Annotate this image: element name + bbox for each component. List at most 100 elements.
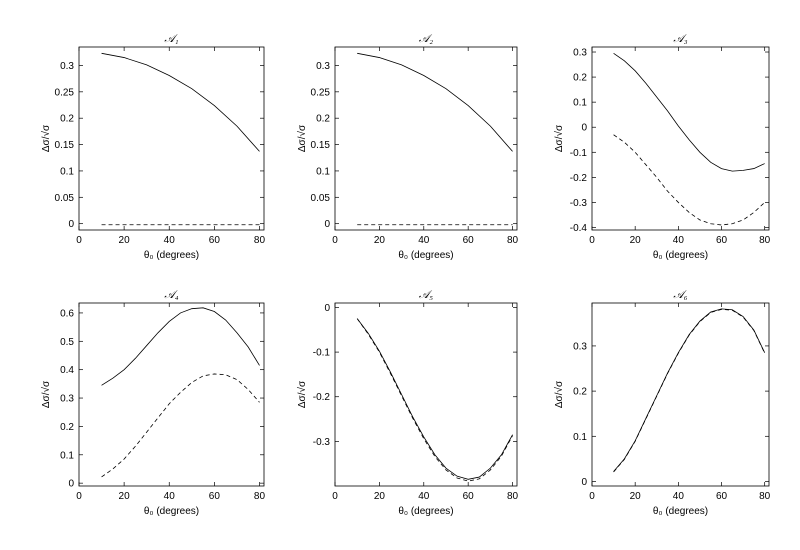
- panel-title: 𝒜₃: [673, 33, 687, 45]
- x-tick-label: 80: [254, 491, 266, 502]
- x-tick-label: 0: [332, 235, 338, 246]
- x-tick-label: 60: [716, 491, 728, 502]
- y-tick-label: 0.2: [573, 387, 587, 398]
- x-axis-label: θ₀ (degrees): [144, 250, 199, 261]
- x-axis-label: θ₀ (degrees): [144, 506, 199, 517]
- x-axis-label: θ₀ (degrees): [398, 506, 453, 517]
- y-tick-label: 0.5: [60, 337, 74, 348]
- x-tick-label: 40: [418, 235, 430, 246]
- y-tick-label: 0: [68, 219, 74, 230]
- y-tick-label: 0.2: [60, 422, 74, 433]
- x-tick-label: 60: [716, 235, 728, 246]
- y-tick-label: 0: [581, 477, 587, 488]
- y-tick-label: 0.3: [60, 394, 74, 405]
- series-line-dashed: [356, 318, 513, 482]
- chart-panel-2: 𝒜₂ 0 20 40 60 80 0 0.05 0.1 0.15 0.2 0.25 0.3 θ₀ (deg…: [296, 33, 519, 261]
- x-tick-label: 0: [76, 491, 82, 502]
- x-tick-label: 20: [374, 491, 386, 502]
- plot-frame: [78, 302, 265, 487]
- y-tick-label: 0.25: [311, 87, 331, 98]
- y-tick-label: 0.3: [316, 61, 330, 72]
- x-tick-label: 40: [673, 491, 685, 502]
- x-tick-label: 40: [673, 235, 685, 246]
- y-tick-label: 0.25: [55, 87, 75, 98]
- y-tick-label: -0.1: [570, 148, 588, 159]
- y-axis-label: Δσ/√σ: [296, 124, 308, 152]
- y-tick-label: 0.1: [573, 98, 587, 109]
- panel-title: 𝒜₄: [164, 289, 178, 301]
- y-tick-label: 0.1: [316, 166, 330, 177]
- x-tick-label: 20: [630, 235, 642, 246]
- y-tick-label: 0.1: [60, 166, 74, 177]
- y-axis-label: Δσ/√σ: [296, 380, 308, 408]
- y-tick-label: 0.05: [311, 193, 331, 204]
- panel-title: 𝒜₆: [673, 289, 687, 301]
- y-tick-label: 0.4: [60, 365, 74, 376]
- chart-panel-5: 𝒜₅ 0 20 40 60 80 -0.3 -0.2 -0.1 0 θ₀ (degrees) Δσ/√…: [296, 289, 519, 517]
- y-tick-label: 0.2: [573, 73, 587, 84]
- panel-title: 𝒜₁: [164, 33, 178, 45]
- y-tick-label: 0: [324, 219, 330, 230]
- series-line-dashed: [101, 373, 260, 478]
- x-axis-label: θ₀ (degrees): [653, 506, 708, 517]
- y-tick-label: 0.3: [573, 341, 587, 352]
- x-tick-label: 80: [507, 235, 519, 246]
- y-tick-label: 0: [581, 123, 587, 134]
- y-tick-label: -0.1: [313, 348, 331, 359]
- x-tick-label: 80: [507, 491, 519, 502]
- x-tick-label: 60: [209, 491, 221, 502]
- x-tick-label: 80: [759, 235, 771, 246]
- chart-panel-3: 𝒜₃ 0 20 40 60 80 -0.4 -0.3 -0.2 -0.1 0 0.1 0.2 0.3 θ₀ …: [553, 33, 771, 261]
- x-tick-label: 20: [119, 491, 131, 502]
- series-line-solid: [613, 308, 766, 472]
- y-tick-label: 0.15: [311, 140, 331, 151]
- x-tick-label: 20: [630, 491, 642, 502]
- y-tick-label: 0.3: [573, 48, 587, 59]
- series-line-solid: [357, 52, 513, 152]
- x-axis-label: θ₀ (degrees): [653, 250, 708, 261]
- series-line-solid: [101, 52, 260, 152]
- y-tick-label: 0.2: [316, 114, 330, 125]
- plot-frame: [78, 46, 265, 231]
- y-tick-label: 0.3: [60, 61, 74, 72]
- series-line-solid: [613, 52, 765, 172]
- x-tick-label: 0: [76, 235, 82, 246]
- x-tick-label: 40: [164, 235, 176, 246]
- y-axis-label: Δσ/√σ: [553, 124, 565, 152]
- y-tick-label: -0.3: [570, 198, 588, 209]
- y-tick-label: 0.1: [573, 432, 587, 443]
- panel-title: 𝒜₂: [419, 33, 433, 45]
- x-tick-label: 80: [254, 235, 266, 246]
- y-tick-label: 0.1: [60, 450, 74, 461]
- y-axis-label: Δσ/√σ: [553, 380, 565, 408]
- y-tick-label: 0: [324, 303, 330, 314]
- x-tick-label: 80: [759, 491, 771, 502]
- y-tick-label: -0.3: [313, 437, 331, 448]
- x-tick-label: 60: [463, 235, 475, 246]
- y-tick-label: 0.2: [60, 114, 74, 125]
- chart-panel-4: 𝒜₄ 0 20 40 60 80 0 0.1 0.2 0.3 0.4 0.5 0.6 θ₀ (degree…: [40, 289, 265, 517]
- y-tick-label: 0.15: [55, 140, 75, 151]
- series-line-dashed: [613, 308, 766, 473]
- plot-frame: [334, 302, 518, 487]
- x-tick-label: 60: [209, 235, 221, 246]
- plot-frame: [591, 46, 770, 231]
- x-tick-label: 60: [463, 491, 475, 502]
- x-tick-label: 20: [119, 235, 131, 246]
- y-tick-label: -0.2: [570, 173, 588, 184]
- y-axis-label: Δσ/√σ: [40, 124, 52, 152]
- y-tick-label: -0.4: [570, 223, 588, 234]
- series-line-dashed: [613, 134, 765, 226]
- y-tick-label: 0: [68, 479, 74, 490]
- plot-frame: [591, 302, 770, 487]
- x-tick-label: 0: [589, 491, 595, 502]
- plot-frame: [334, 46, 518, 231]
- x-tick-label: 20: [374, 235, 386, 246]
- chart-panel-6: 𝒜₆ 0 20 40 60 80 0 0.1 0.2 0.3 θ₀ (degrees) Δσ/√σ: [553, 289, 771, 517]
- x-tick-label: 0: [589, 235, 595, 246]
- y-tick-label: 0.05: [55, 193, 75, 204]
- x-axis-label: θ₀ (degrees): [398, 250, 453, 261]
- y-tick-label: 0.6: [60, 308, 74, 319]
- series-line-solid: [101, 307, 260, 386]
